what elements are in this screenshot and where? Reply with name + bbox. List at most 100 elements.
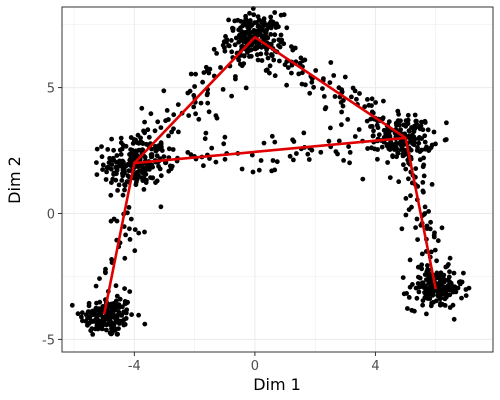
data-point: [131, 137, 137, 142]
data-point: [153, 147, 159, 153]
data-point: [238, 19, 244, 24]
data-point: [90, 319, 96, 324]
data-point: [130, 149, 136, 155]
data-point: [321, 76, 326, 81]
data-point: [453, 289, 459, 295]
data-point: [419, 262, 425, 268]
data-point: [120, 173, 126, 179]
data-point: [438, 301, 443, 306]
data-point: [424, 223, 430, 229]
data-point: [238, 25, 243, 31]
data-point: [109, 257, 114, 262]
data-point: [298, 55, 304, 61]
data-point: [434, 275, 439, 280]
data-point: [284, 25, 290, 31]
data-point: [403, 196, 409, 201]
data-point: [166, 146, 172, 152]
data-point: [451, 316, 457, 322]
data-point: [124, 300, 130, 306]
data-point: [115, 188, 120, 193]
data-point: [145, 127, 151, 133]
data-point: [410, 282, 415, 287]
data-point: [109, 136, 114, 142]
data-point: [426, 147, 432, 153]
data-point: [122, 286, 127, 291]
trajectory-line: [134, 136, 406, 165]
data-point: [127, 289, 133, 294]
data-point: [444, 120, 449, 126]
data-point: [104, 165, 110, 171]
data-point: [306, 157, 312, 162]
data-point: [142, 229, 147, 235]
data-point: [415, 264, 421, 270]
data-point: [356, 127, 362, 132]
data-point: [296, 71, 302, 77]
data-point: [401, 162, 406, 168]
data-point: [97, 306, 103, 312]
data-point: [262, 28, 268, 34]
data-point: [447, 269, 452, 275]
data-point: [420, 127, 426, 133]
data-point: [420, 281, 426, 287]
data-point: [116, 302, 122, 307]
data-point: [419, 147, 424, 153]
x-tick-label: 4: [371, 359, 379, 374]
data-point: [237, 32, 243, 38]
data-point: [447, 287, 453, 293]
data-point: [307, 90, 313, 96]
data-point: [108, 331, 114, 337]
data-point: [347, 160, 352, 166]
data-point: [166, 117, 171, 122]
data-point: [328, 60, 334, 65]
data-point: [193, 111, 199, 117]
data-point: [379, 144, 385, 150]
data-point: [104, 322, 109, 328]
data-point: [342, 74, 348, 80]
data-point: [252, 20, 257, 26]
data-point: [416, 289, 422, 295]
data-point: [222, 45, 227, 51]
data-point: [408, 193, 413, 199]
data-point: [171, 126, 176, 132]
data-point: [416, 140, 422, 146]
y-tick-label: 0: [47, 207, 55, 222]
data-point: [455, 285, 461, 291]
data-point: [116, 163, 122, 169]
data-point: [123, 143, 129, 149]
data-point: [161, 154, 167, 160]
data-point: [114, 168, 120, 173]
data-point: [120, 192, 126, 198]
data-point: [117, 158, 122, 164]
data-point: [441, 291, 446, 297]
data-point: [226, 43, 231, 48]
data-point: [94, 146, 100, 152]
data-point: [75, 311, 81, 317]
data-point: [236, 39, 242, 45]
data-point: [108, 192, 114, 198]
data-point: [142, 130, 148, 136]
data-point: [159, 148, 165, 153]
data-point: [332, 94, 338, 99]
data-point: [318, 149, 324, 155]
data-point: [249, 152, 255, 158]
data-point: [259, 44, 264, 50]
data-point: [428, 249, 434, 255]
data-point: [128, 216, 134, 222]
data-point: [146, 162, 151, 168]
data-point: [352, 134, 358, 139]
data-point: [114, 293, 120, 299]
data-point: [140, 141, 146, 147]
data-point: [357, 91, 362, 96]
data-point: [393, 141, 399, 146]
data-point: [446, 274, 452, 280]
data-point: [254, 43, 260, 49]
data-point: [122, 187, 127, 193]
data-point: [206, 109, 212, 115]
data-point: [69, 302, 75, 308]
data-point: [339, 89, 345, 95]
data-point: [399, 143, 405, 149]
data-point: [188, 71, 194, 77]
data-point: [309, 147, 315, 153]
data-point: [223, 34, 228, 39]
data-point: [349, 94, 354, 100]
